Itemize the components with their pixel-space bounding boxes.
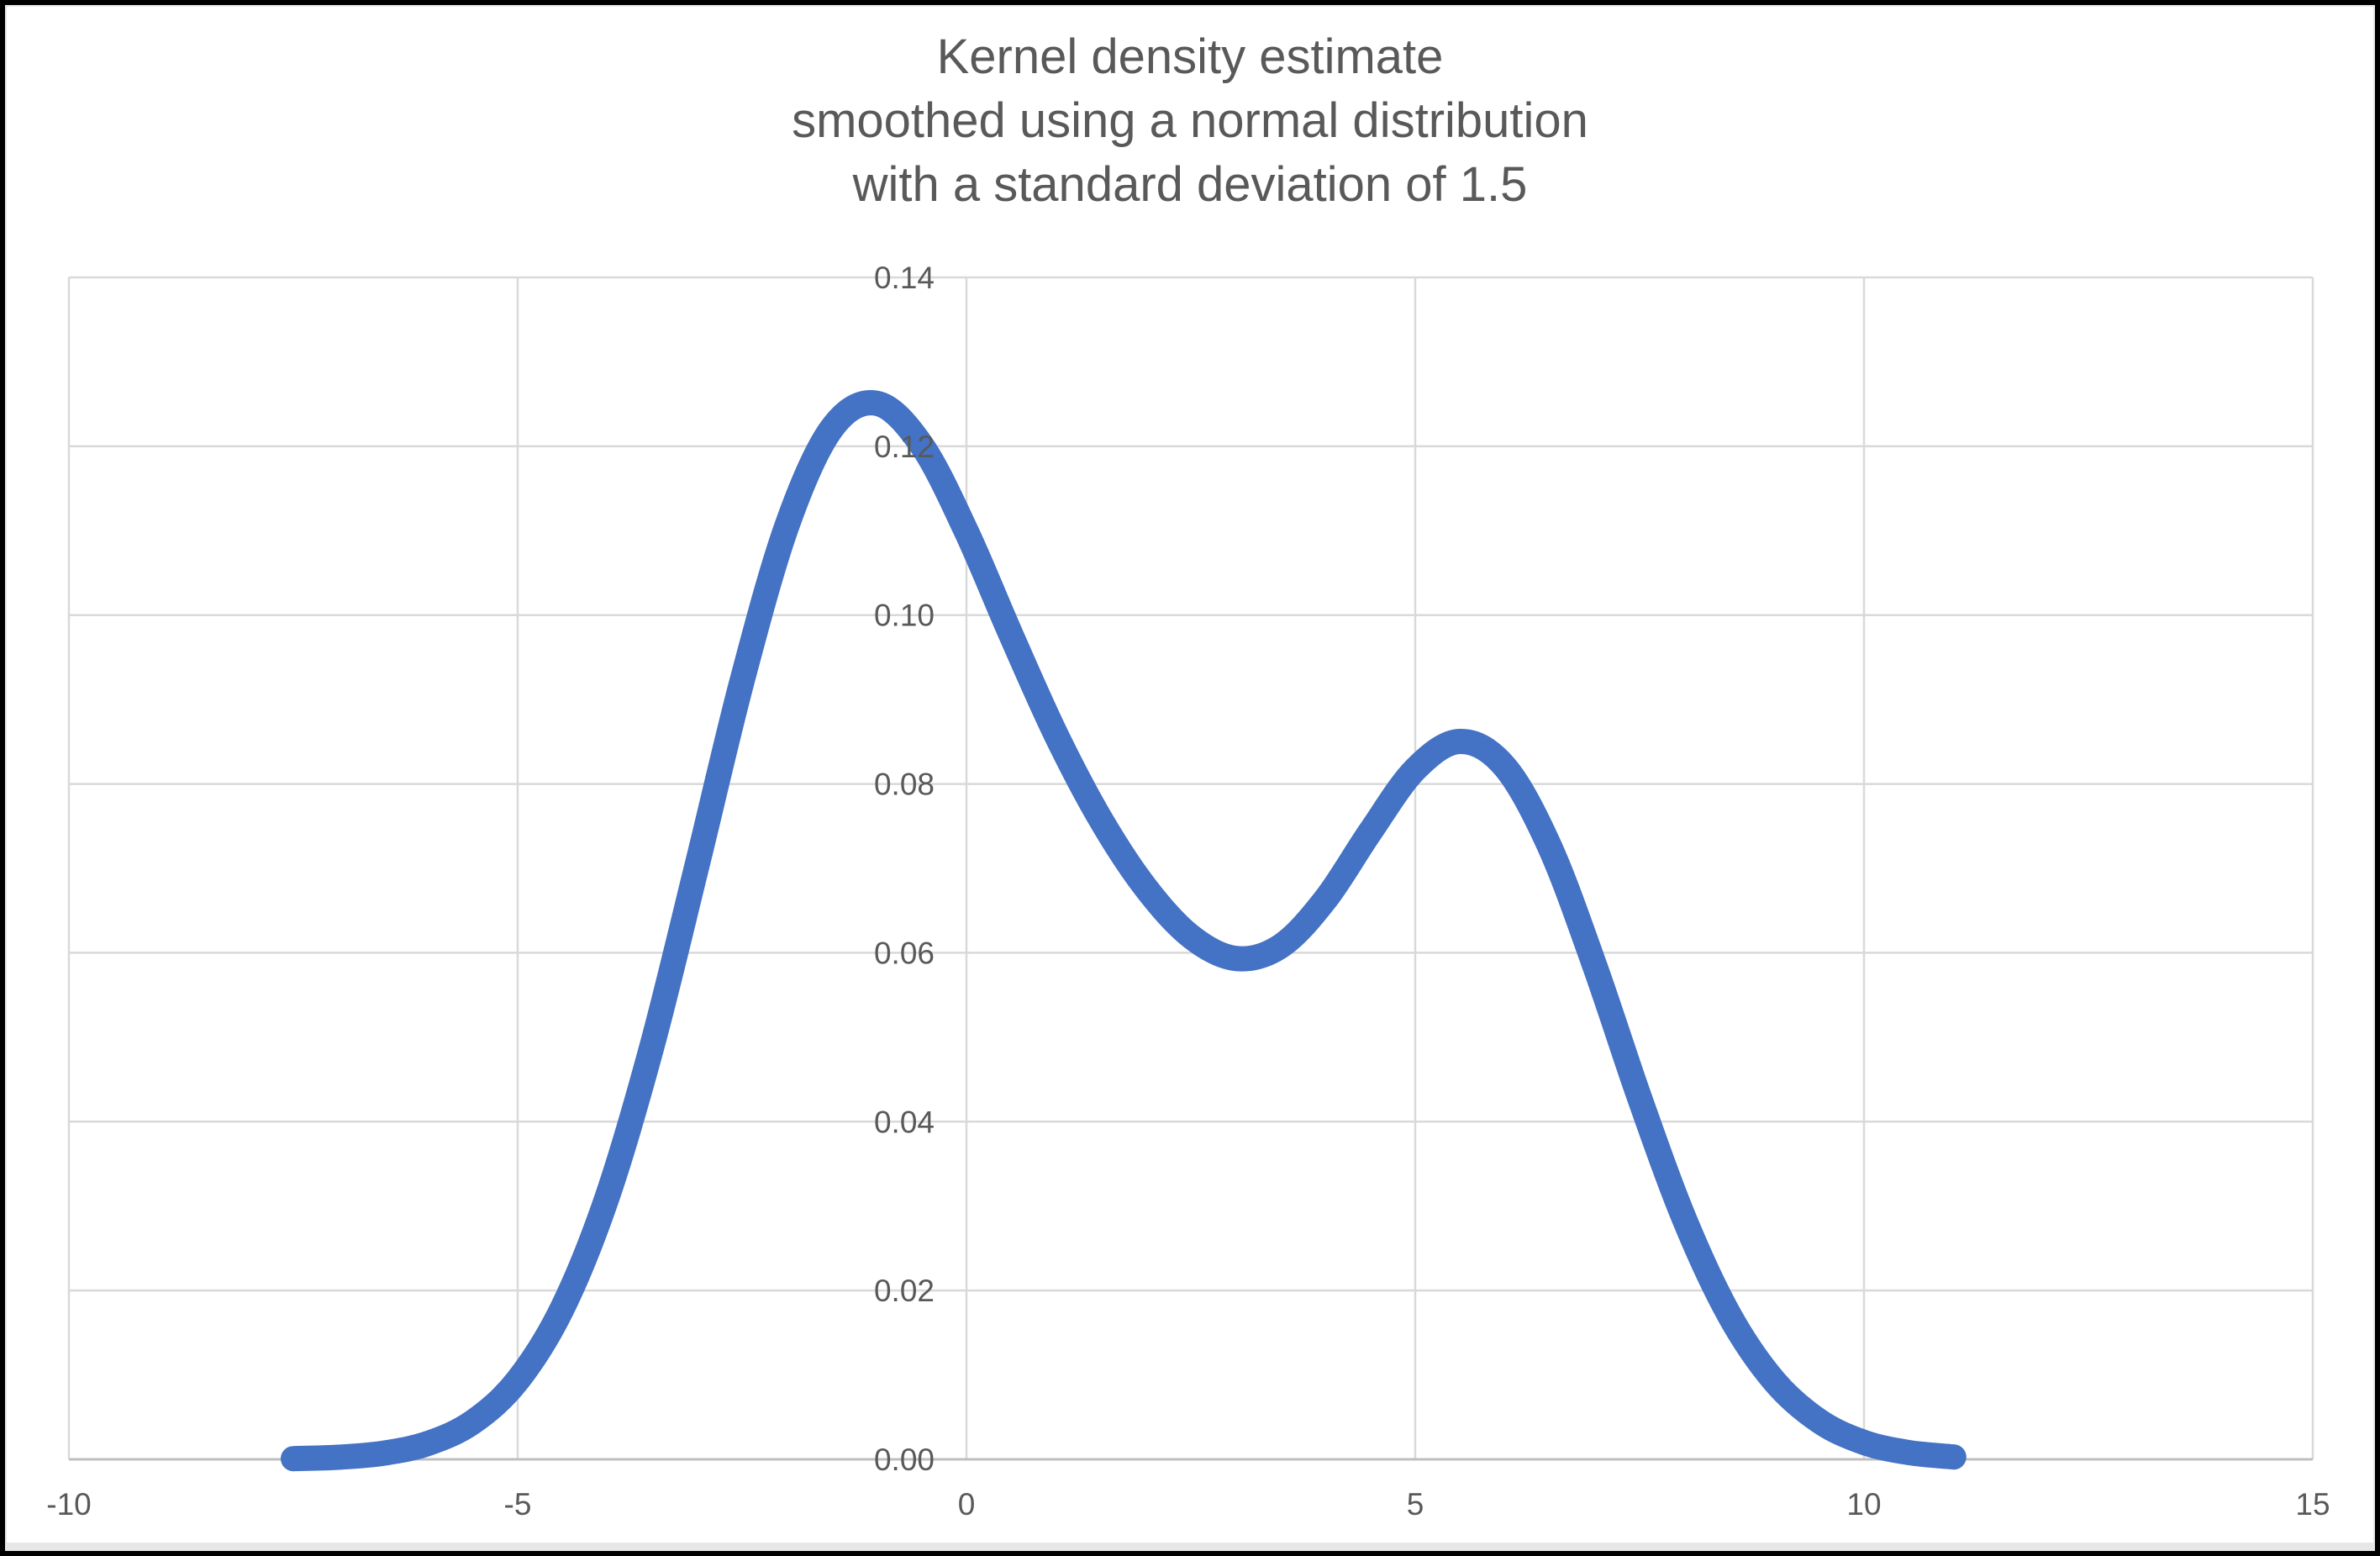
- window-bottom-edge: [7, 1543, 2373, 1550]
- y-tick-label: 0.02: [874, 1274, 935, 1308]
- y-tick-label: 0.14: [874, 261, 935, 295]
- x-tick-label: 0: [958, 1487, 976, 1522]
- y-tick-label: 0.12: [874, 430, 935, 464]
- chart-title-line-2: smoothed using a normal distribution: [792, 93, 1588, 148]
- kde-curve-line: [281, 390, 1967, 1472]
- x-tick-label: -5: [504, 1487, 532, 1522]
- y-tick-label: 0.10: [874, 599, 935, 633]
- chart-area: [5, 5, 2375, 1551]
- chart-title: Kernel density estimate smoothed using a…: [0, 25, 2380, 217]
- y-tick-label: 0.08: [874, 767, 935, 802]
- y-tick-label: 0.04: [874, 1105, 935, 1139]
- chart-title-line-1: Kernel density estimate: [936, 29, 1444, 84]
- gridlines: [67, 276, 2314, 1461]
- y-tick-label: 0.06: [874, 936, 935, 970]
- axis-tick-labels: 0.00 0.02 0.04 0.06 0.08 0.10 0.12 0.14 -10 -5 0 5 1…: [46, 261, 2330, 1522]
- x-tick-label: 5: [1407, 1487, 1424, 1522]
- chart-title-line-3: with a standard deviation of 1.5: [852, 157, 1528, 212]
- y-tick-label: 0.00: [874, 1443, 935, 1477]
- x-tick-label: -10: [46, 1487, 91, 1522]
- x-tick-label: 10: [1846, 1487, 1881, 1522]
- x-tick-label: 15: [2295, 1487, 2330, 1522]
